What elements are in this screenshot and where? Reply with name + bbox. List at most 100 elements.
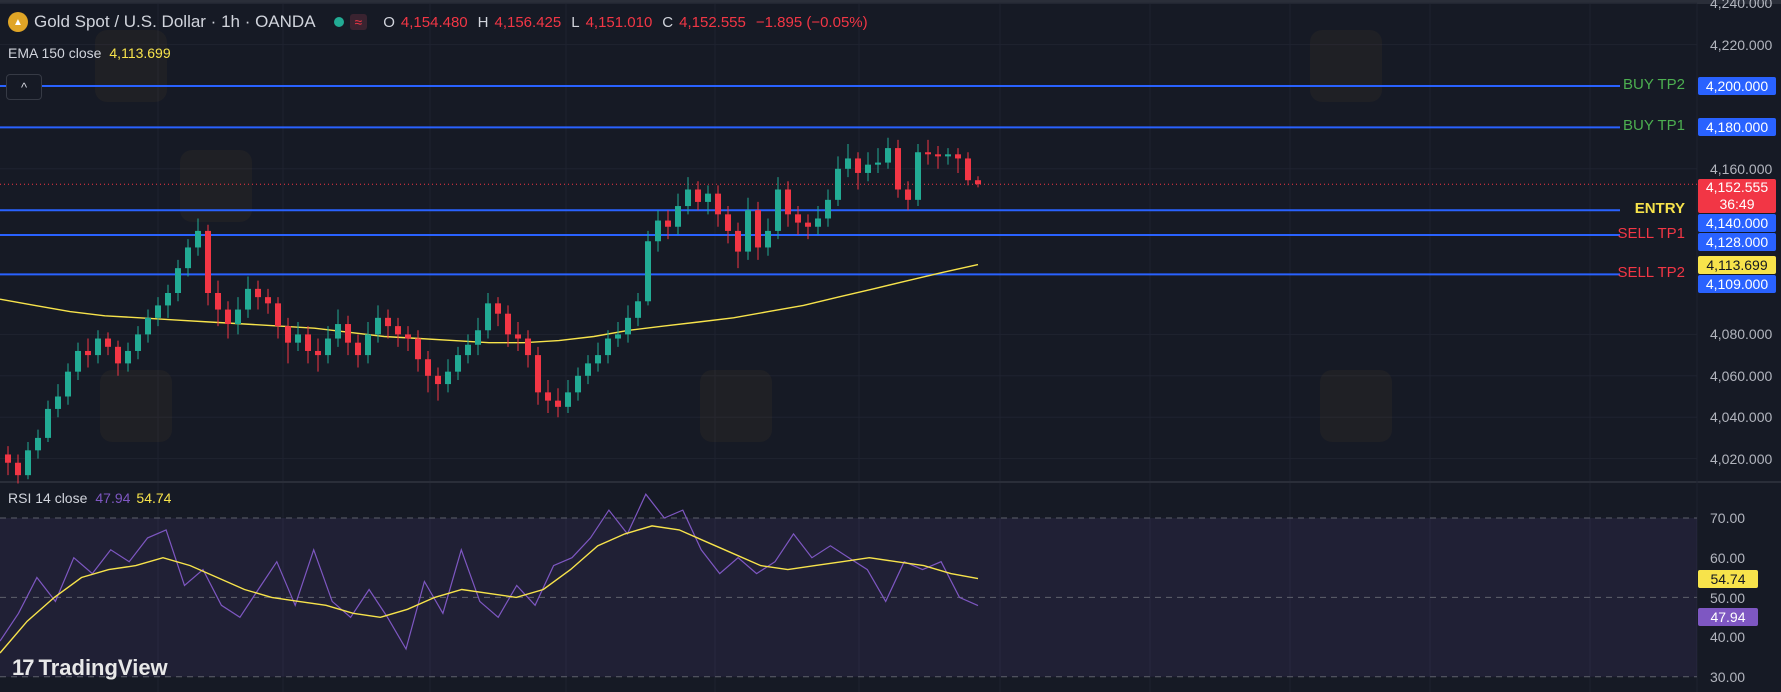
candle-body (345, 324, 351, 343)
candle (695, 181, 701, 211)
wave-icon[interactable]: ≈ (349, 14, 368, 30)
rsi-tick-label: 50.00 (1710, 589, 1746, 606)
candle (615, 321, 621, 347)
candle-body (675, 206, 681, 227)
wikifx-watermark (1310, 30, 1382, 102)
candle (805, 214, 811, 240)
candle (495, 297, 501, 327)
wikifx-watermark (1320, 370, 1392, 442)
level-price-badge: 4,140.000 (1698, 213, 1776, 232)
rsi-legend[interactable]: RSI 14 close 47.94 54.74 (8, 490, 171, 506)
tradingview-wordmark: TradingView (38, 655, 168, 680)
ema-price-badge: 4,113.699 (1698, 255, 1776, 274)
candle-body (335, 324, 341, 339)
candle (85, 338, 91, 368)
candle (515, 321, 521, 351)
candle (45, 400, 51, 443)
candle (225, 301, 231, 339)
wikifx-watermark (100, 370, 172, 442)
candle-body (285, 326, 291, 343)
candle-body (255, 288, 261, 298)
level-label-sell-tp2: SELL TP2 (1617, 264, 1685, 282)
candle (905, 181, 911, 211)
candle-body (235, 309, 241, 325)
candle (135, 326, 141, 360)
candle (855, 152, 861, 190)
candles (5, 137, 981, 484)
price-tick-label: 4,220.000 (1710, 36, 1773, 53)
rsi-tick-label: 60.00 (1710, 549, 1746, 566)
candle (865, 152, 871, 182)
candle-body (945, 154, 951, 157)
price-tick-label: 4,160.000 (1710, 160, 1773, 177)
candle (795, 206, 801, 236)
candle-body (175, 268, 181, 293)
candle (735, 222, 741, 269)
symbol-legend: ▲ Gold Spot / U.S. Dollar · 1h · OANDA ≈… (8, 12, 872, 32)
candle (775, 177, 781, 240)
candle (445, 359, 451, 393)
ema-value: 4,113.699 (109, 45, 171, 61)
candle-body (835, 168, 841, 200)
low-label: L (571, 13, 580, 31)
candle (875, 148, 881, 173)
collapse-legend-button[interactable]: ^ (6, 74, 42, 100)
candle-body (395, 326, 401, 335)
candle-body (425, 359, 431, 376)
candle (345, 315, 351, 356)
candle (315, 338, 321, 372)
candle-body (975, 180, 981, 185)
candle-body (885, 148, 891, 163)
candle-body (125, 350, 131, 364)
candle-body (455, 355, 461, 372)
candle-body (715, 193, 721, 215)
candle-body (955, 154, 961, 159)
candle-body (895, 148, 901, 190)
rsi-ma-value: 54.74 (136, 490, 172, 506)
candle (675, 193, 681, 236)
price-tick-label: 4,240.000 (1710, 0, 1773, 12)
candle (355, 334, 361, 368)
candle-body (445, 371, 451, 385)
ema-legend[interactable]: EMA 150 close 4,113.699 (8, 45, 171, 61)
candle (365, 321, 371, 364)
candle-body (75, 350, 81, 372)
candle-body (135, 334, 141, 351)
candle-body (295, 334, 301, 343)
candle (935, 146, 941, 169)
candle-body (415, 338, 421, 360)
candle-body (725, 214, 731, 231)
candle (415, 330, 421, 372)
tradingview-logo[interactable]: 17 TradingView (12, 655, 168, 681)
candle (885, 137, 891, 169)
candle (845, 143, 851, 178)
candle (155, 297, 161, 327)
candle-body (935, 154, 941, 157)
candle (525, 330, 531, 368)
candle-body (165, 293, 171, 306)
candle (25, 442, 31, 480)
price-tick-label: 4,040.000 (1710, 409, 1773, 426)
symbol-title[interactable]: Gold Spot / U.S. Dollar · 1h · OANDA (34, 12, 316, 31)
candle-body (905, 189, 911, 200)
change-value: −1.895 (−0.05%) (755, 13, 868, 31)
candle (555, 388, 561, 418)
price-tick-label: 4,080.000 (1710, 326, 1773, 343)
candle (745, 197, 751, 260)
low-value: 4,151.010 (585, 13, 653, 31)
candle (765, 218, 771, 256)
candle-body (635, 301, 641, 318)
candle-body (965, 158, 971, 181)
price-tick-label: 4,060.000 (1710, 367, 1773, 384)
candle (335, 309, 341, 347)
candle-body (495, 303, 501, 314)
candle-body (355, 342, 361, 356)
candle (685, 177, 691, 215)
candle-body (55, 396, 61, 409)
watermarks (95, 30, 1392, 442)
candle (455, 346, 461, 380)
candle-body (745, 210, 751, 252)
level-price-badge: 4,180.000 (1698, 118, 1776, 137)
candle (655, 210, 661, 252)
